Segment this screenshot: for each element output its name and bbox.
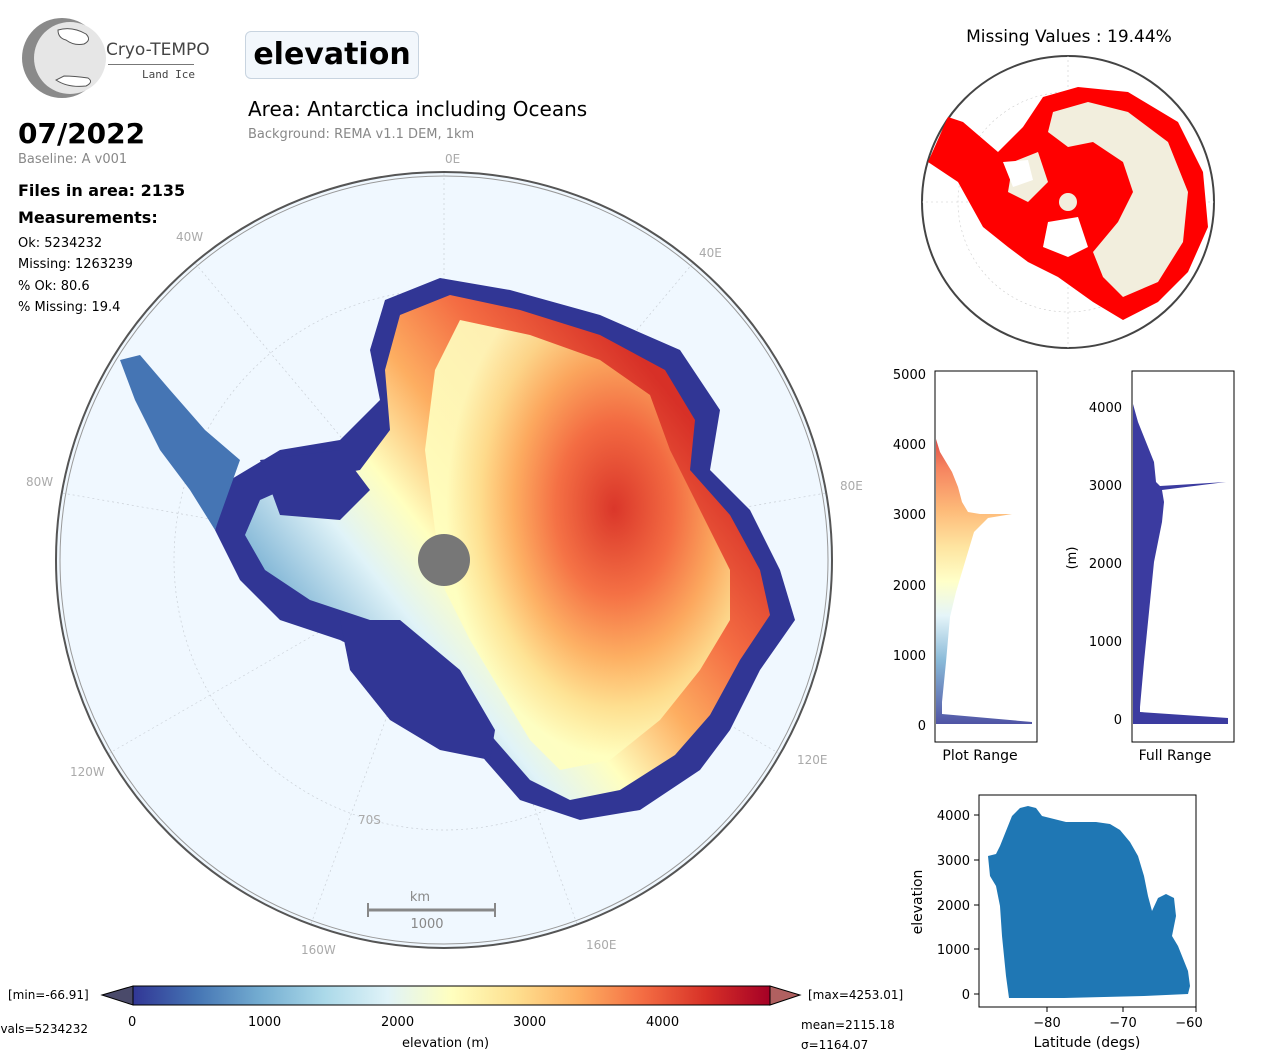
hist-plot-range: 0 1000 2000 3000 4000 5000 Plot Range xyxy=(893,368,1038,764)
hist-full-range-bars xyxy=(1133,404,1228,724)
hist1-ytick-2000: 2000 xyxy=(893,579,926,594)
scalebar-unit: km xyxy=(410,890,430,905)
scatter-ytick-4000: 4000 xyxy=(937,809,970,824)
hist2-ytick-2000: 2000 xyxy=(1089,557,1122,572)
colorbar-tick-4000: 4000 xyxy=(646,1015,680,1030)
logo-divider xyxy=(108,64,194,65)
stat-pct-ok: % Ok: 80.6 xyxy=(18,279,90,294)
colorbar-tick-1000: 1000 xyxy=(248,1015,282,1030)
missing-values-map xyxy=(921,55,1215,349)
date-title: 07/2022 xyxy=(18,117,146,150)
hist1-ytick-5000: 5000 xyxy=(893,368,926,383)
scatter-xtick-1: −80 xyxy=(1033,1016,1060,1031)
hist2-ytick-4000: 4000 xyxy=(1089,401,1122,416)
scatter-ytick-0: 0 xyxy=(962,988,970,1003)
colorbar-label: elevation (m) xyxy=(402,1036,490,1051)
lon-label-160e: 160E xyxy=(586,938,617,952)
hist2-ylabel: (m) xyxy=(1065,547,1080,570)
scatter-xtick-3: −60 xyxy=(1175,1016,1202,1031)
scalebar-value: 1000 xyxy=(410,917,443,932)
colorbar-max-label: [max=4253.01] xyxy=(808,988,904,1002)
scale-bar: km 1000 xyxy=(367,890,496,932)
main-map: km 1000 xyxy=(55,171,833,949)
logo-icon xyxy=(22,18,106,98)
baseline-label: Baseline: A v001 xyxy=(18,152,128,167)
lon-label-120w: 120W xyxy=(70,765,105,779)
logo-name: Cryo-TEMPO xyxy=(106,40,210,60)
parameter-title: elevation xyxy=(245,31,419,79)
colorbar-tick-3000: 3000 xyxy=(513,1015,547,1030)
pole-hole xyxy=(418,534,470,586)
logo-subtitle: Land Ice xyxy=(142,68,195,81)
ronne-ice-shelf xyxy=(260,450,370,520)
hist1-ytick-1000: 1000 xyxy=(893,649,926,664)
scatter-xtick-2: −70 xyxy=(1109,1016,1136,1031)
lon-label-40w: 40W xyxy=(176,230,204,244)
stat-missing: Missing: 1263239 xyxy=(18,257,133,272)
lon-label-80w: 80W xyxy=(26,475,54,489)
hist1-ytick-0: 0 xyxy=(918,719,926,734)
antarctica-peninsula xyxy=(120,355,240,530)
lat-label-70s: 70S xyxy=(358,813,381,827)
hist-full-range: 0 1000 2000 3000 4000 (m) Full Range xyxy=(1065,370,1235,764)
hist2-ytick-3000: 3000 xyxy=(1089,479,1122,494)
colorbar-min-label: [min=-66.91] xyxy=(8,988,89,1002)
ok-region xyxy=(1048,102,1188,297)
hist2-ytick-0: 0 xyxy=(1114,713,1122,728)
background-title: Background: REMA v1.1 DEM, 1km xyxy=(248,127,475,142)
lon-label-0e: 0E xyxy=(445,152,461,166)
stat-ok: Ok: 5234232 xyxy=(18,236,103,251)
scatter-ytick-1000: 1000 xyxy=(937,943,970,958)
lon-label-120e: 120E xyxy=(797,753,828,767)
colorbar-nvals-label: nvals=5234232 xyxy=(0,1022,88,1034)
colorbar-mean-label: mean=2115.18 xyxy=(801,1018,895,1032)
ross-ice-shelf xyxy=(340,620,495,760)
colorbar-max-extend xyxy=(769,985,802,1006)
lon-label-40e: 40E xyxy=(699,246,722,260)
colorbar xyxy=(100,985,802,1006)
hist1-ytick-3000: 3000 xyxy=(893,508,926,523)
files-in-area: Files in area: 2135 xyxy=(18,181,186,200)
hist2-ytick-1000: 1000 xyxy=(1089,635,1122,650)
scatter-ylabel: elevation xyxy=(910,870,926,935)
scatter-ytick-3000: 3000 xyxy=(937,854,970,869)
missing-values-title: Missing Values : 19.44% xyxy=(966,27,1172,47)
colorbar-tick-2000: 2000 xyxy=(381,1015,415,1030)
stat-pct-missing: % Missing: 19.4 xyxy=(18,300,121,315)
hist1-ytick-4000: 4000 xyxy=(893,438,926,453)
hist2-xlabel: Full Range xyxy=(1139,748,1212,764)
scatter-ytick-2000: 2000 xyxy=(937,899,970,914)
measurements-label: Measurements: xyxy=(18,208,158,227)
colorbar-gradient xyxy=(132,985,771,1006)
lon-label-160w: 160W xyxy=(301,943,336,957)
lon-label-80e: 80E xyxy=(840,479,863,493)
ice-sheet-interior xyxy=(425,320,730,770)
colorbar-tick-0: 0 xyxy=(128,1015,137,1030)
area-title: Area: Antarctica including Oceans xyxy=(248,97,588,121)
scatter-xlabel: Latitude (degs) xyxy=(1034,1035,1141,1051)
colorbar-min-extend xyxy=(100,985,134,1006)
scatter-points xyxy=(988,806,1190,998)
hist-plot-range-bars xyxy=(936,439,1032,724)
hist1-xlabel: Plot Range xyxy=(942,748,1017,764)
scatter-elevation-latitude: −80 −70 −60 0 1000 2000 3000 4000 Latitu… xyxy=(910,794,1203,1051)
colorbar-sigma-label: σ=1164.07 xyxy=(801,1038,869,1052)
